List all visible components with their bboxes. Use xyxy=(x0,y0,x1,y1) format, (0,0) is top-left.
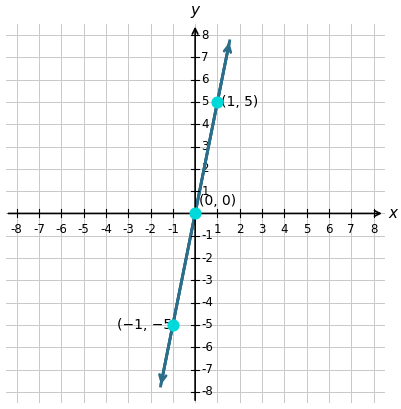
Text: -1: -1 xyxy=(166,223,178,236)
Text: -1: -1 xyxy=(201,229,213,242)
Text: -6: -6 xyxy=(201,341,213,354)
Text: (−1, −5): (−1, −5) xyxy=(117,318,177,332)
Point xyxy=(191,210,198,217)
Text: 5: 5 xyxy=(302,223,310,236)
Text: -8: -8 xyxy=(11,223,22,236)
Text: -7: -7 xyxy=(201,363,213,376)
Text: 8: 8 xyxy=(369,223,376,236)
Text: -5: -5 xyxy=(77,223,89,236)
Text: 3: 3 xyxy=(258,223,265,236)
Text: 4: 4 xyxy=(280,223,288,236)
Text: 6: 6 xyxy=(201,73,209,86)
Text: 5: 5 xyxy=(201,95,208,108)
Text: -6: -6 xyxy=(55,223,67,236)
Text: 7: 7 xyxy=(201,51,209,64)
Text: -7: -7 xyxy=(33,223,45,236)
Text: 4: 4 xyxy=(201,118,209,131)
Text: -2: -2 xyxy=(201,252,213,265)
Text: -2: -2 xyxy=(144,223,156,236)
Text: (0, 0): (0, 0) xyxy=(198,194,236,208)
Text: 1: 1 xyxy=(201,184,209,198)
Text: 1: 1 xyxy=(213,223,221,236)
Text: x: x xyxy=(387,206,396,221)
Text: 2: 2 xyxy=(201,162,209,175)
Text: -3: -3 xyxy=(201,274,213,287)
Text: -4: -4 xyxy=(201,296,213,309)
Point xyxy=(169,322,176,328)
Point xyxy=(214,99,220,105)
Text: 8: 8 xyxy=(201,29,208,42)
Text: -8: -8 xyxy=(201,385,213,398)
Text: 7: 7 xyxy=(346,223,354,236)
Text: (1, 5): (1, 5) xyxy=(221,95,258,109)
Text: -5: -5 xyxy=(201,319,213,331)
Text: 3: 3 xyxy=(201,140,208,153)
Text: -3: -3 xyxy=(122,223,134,236)
Text: 2: 2 xyxy=(235,223,243,236)
Text: -4: -4 xyxy=(100,223,111,236)
Text: 6: 6 xyxy=(324,223,332,236)
Text: y: y xyxy=(190,3,199,18)
